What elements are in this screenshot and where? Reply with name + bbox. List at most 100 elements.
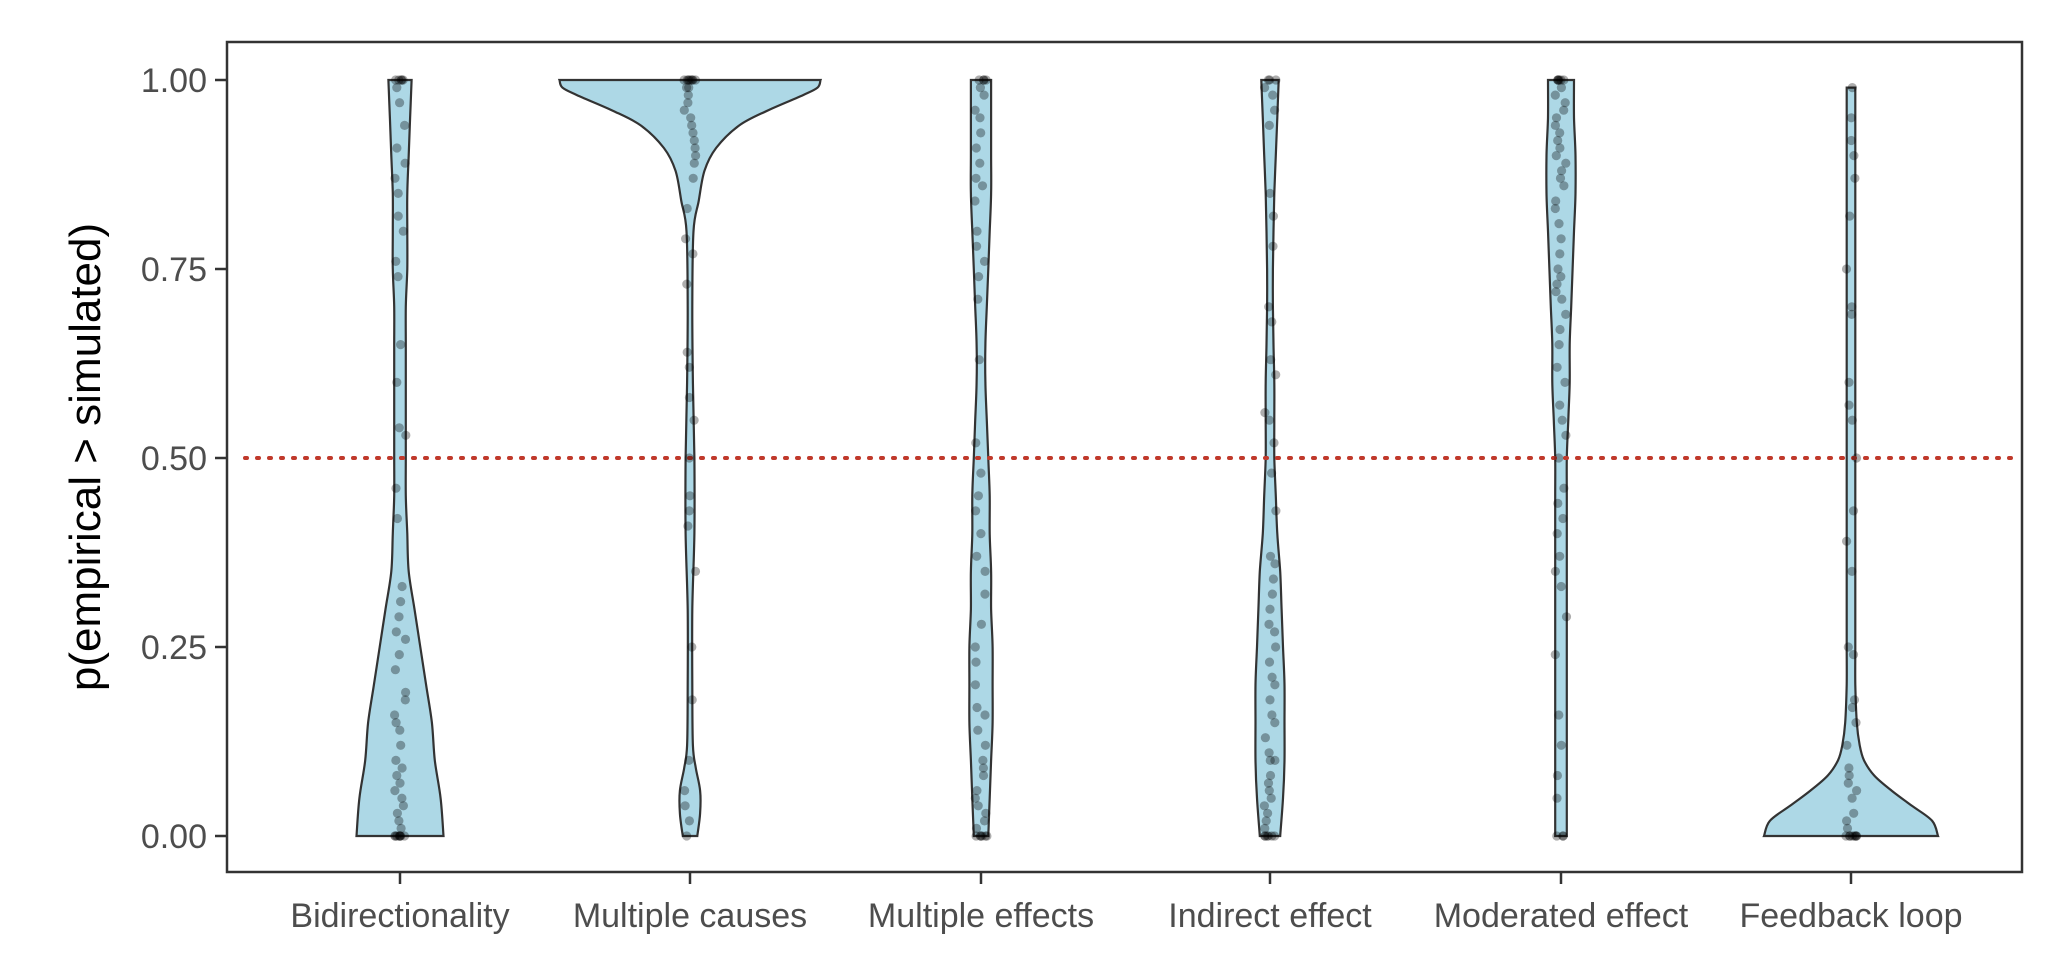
data-point-multiple-effects xyxy=(980,710,990,720)
data-point-multiple-effects xyxy=(971,173,981,183)
data-point-indirect-effect xyxy=(1270,105,1280,115)
data-point-bidirectionality xyxy=(392,770,402,781)
data-point-moderated-effect xyxy=(1554,75,1564,85)
data-point-feedback-loop xyxy=(1842,816,1852,826)
data-point-multiple-causes xyxy=(684,506,694,516)
data-point-bidirectionality xyxy=(395,831,405,841)
data-point-feedback-loop xyxy=(1846,135,1856,146)
data-point-moderated-effect xyxy=(1559,181,1569,191)
data-point-multiple-effects xyxy=(979,816,990,826)
data-point-indirect-effect xyxy=(1270,680,1280,690)
data-point-indirect-effect xyxy=(1267,468,1277,478)
data-point-multiple-causes xyxy=(687,120,697,130)
data-point-multiple-effects xyxy=(971,657,981,667)
data-point-feedback-loop xyxy=(1850,831,1860,841)
data-point-bidirectionality xyxy=(391,718,401,728)
data-point-multiple-effects xyxy=(976,128,986,138)
data-point-bidirectionality xyxy=(396,823,406,834)
data-point-indirect-effect xyxy=(1267,589,1277,599)
data-point-indirect-effect xyxy=(1264,120,1274,130)
data-point-indirect-effect xyxy=(1265,551,1276,561)
data-point-bidirectionality xyxy=(397,581,407,592)
data-point-multiple-causes xyxy=(684,392,695,403)
data-point-multiple-causes xyxy=(682,75,692,85)
data-point-bidirectionality xyxy=(398,801,408,811)
data-point-multiple-effects xyxy=(979,75,989,85)
data-point-moderated-effect xyxy=(1554,710,1564,720)
data-point-multiple-effects xyxy=(972,786,982,796)
data-point-feedback-loop xyxy=(1842,536,1852,546)
data-point-multiple-causes xyxy=(690,566,701,577)
data-point-indirect-effect xyxy=(1271,642,1281,652)
data-point-moderated-effect xyxy=(1561,612,1572,622)
data-point-moderated-effect xyxy=(1556,234,1566,244)
y-tick-label: 0.75 xyxy=(141,251,207,289)
data-point-multiple-effects xyxy=(970,793,980,803)
data-point-moderated-effect xyxy=(1554,453,1564,463)
data-point-feedback-loop xyxy=(1852,786,1862,796)
data-point-multiple-causes xyxy=(688,75,698,85)
data-point-bidirectionality xyxy=(394,831,404,841)
data-point-moderated-effect xyxy=(1550,650,1560,660)
data-point-feedback-loop xyxy=(1850,173,1860,183)
data-point-bidirectionality xyxy=(398,226,408,236)
data-point-indirect-effect xyxy=(1260,408,1270,418)
data-point-bidirectionality xyxy=(394,612,404,622)
data-point-feedback-loop xyxy=(1847,309,1857,319)
data-point-bidirectionality xyxy=(390,831,400,841)
data-point-bidirectionality xyxy=(397,75,407,85)
data-point-moderated-effect xyxy=(1552,529,1562,539)
data-point-multiple-causes xyxy=(687,695,697,705)
data-point-bidirectionality xyxy=(394,650,404,660)
data-point-multiple-effects xyxy=(976,831,986,841)
data-point-moderated-effect xyxy=(1557,415,1567,425)
data-point-feedback-loop xyxy=(1851,453,1862,463)
data-point-indirect-effect xyxy=(1260,831,1270,841)
data-point-multiple-causes xyxy=(682,279,692,289)
data-point-multiple-causes xyxy=(680,786,690,796)
data-point-indirect-effect xyxy=(1270,831,1280,841)
data-point-multiple-effects xyxy=(970,105,980,115)
data-point-indirect-effect xyxy=(1262,831,1272,841)
data-point-indirect-effect xyxy=(1269,438,1279,448)
data-point-moderated-effect xyxy=(1554,219,1564,229)
data-point-multiple-effects xyxy=(974,272,984,282)
data-point-multiple-causes xyxy=(684,453,694,463)
data-point-feedback-loop xyxy=(1841,831,1851,841)
data-point-indirect-effect xyxy=(1260,83,1270,93)
data-point-moderated-effect xyxy=(1556,75,1566,85)
data-point-multiple-causes xyxy=(688,249,698,259)
data-point-indirect-effect xyxy=(1263,75,1273,85)
data-point-multiple-causes xyxy=(685,491,695,501)
data-point-multiple-effects xyxy=(972,226,982,236)
data-point-bidirectionality xyxy=(400,634,411,645)
x-tick-label-feedback-loop: Feedback loop xyxy=(1739,897,1962,935)
data-point-multiple-effects xyxy=(978,763,989,773)
data-point-multiple-effects xyxy=(979,90,989,100)
data-point-feedback-loop xyxy=(1846,113,1856,123)
data-point-multiple-effects xyxy=(971,506,981,516)
data-point-feedback-loop xyxy=(1845,831,1855,841)
data-point-multiple-effects xyxy=(972,241,982,251)
data-point-moderated-effect xyxy=(1551,151,1561,161)
data-point-multiple-effects xyxy=(978,770,989,781)
data-point-moderated-effect xyxy=(1555,143,1565,153)
data-point-indirect-effect xyxy=(1265,770,1276,781)
data-point-multiple-causes xyxy=(679,75,689,85)
data-point-feedback-loop xyxy=(1847,302,1857,312)
data-point-multiple-causes xyxy=(684,75,694,85)
data-point-multiple-causes xyxy=(689,135,699,146)
data-point-moderated-effect xyxy=(1560,377,1570,387)
data-point-moderated-effect xyxy=(1559,75,1569,85)
data-point-bidirectionality xyxy=(392,831,402,841)
data-point-moderated-effect xyxy=(1558,831,1568,841)
data-point-bidirectionality xyxy=(392,513,402,524)
data-point-feedback-loop xyxy=(1848,506,1859,516)
violin-feedback-loop xyxy=(1762,86,1940,838)
x-tick-label-indirect-effect: Indirect effect xyxy=(1168,897,1372,935)
data-point-multiple-effects xyxy=(982,831,992,841)
data-point-multiple-effects xyxy=(973,294,983,304)
x-tick-label-multiple-causes: Multiple causes xyxy=(573,897,807,935)
data-point-bidirectionality xyxy=(393,211,403,221)
data-point-multiple-effects xyxy=(976,529,986,539)
